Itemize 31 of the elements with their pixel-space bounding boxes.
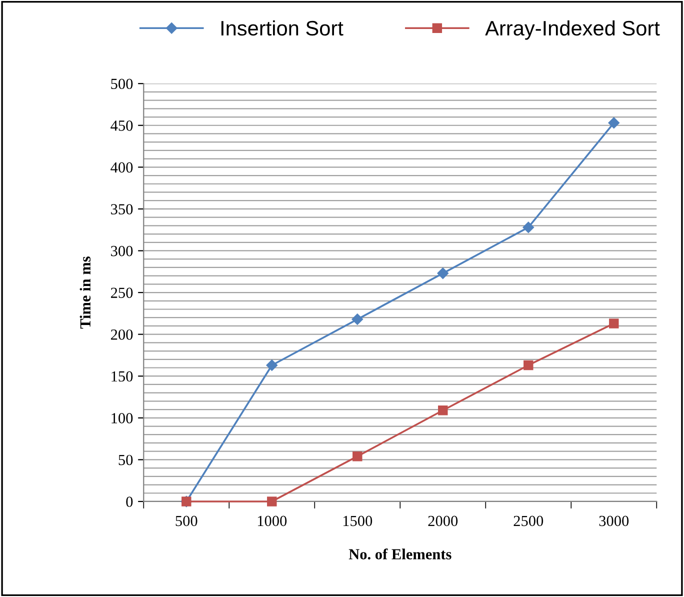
- y-tick-label: 400: [110, 162, 133, 173]
- y-tick-label: 200: [110, 329, 133, 340]
- y-tick-label: 450: [110, 120, 133, 131]
- point: [608, 117, 620, 128]
- y-tick-label: 50: [118, 454, 133, 466]
- x-tick-label: 500: [176, 516, 198, 526]
- y-tick-label: 150: [112, 371, 133, 382]
- x-tick-label: 2000: [428, 516, 458, 526]
- x-tick-label: 2500: [514, 516, 544, 526]
- point: [267, 496, 277, 506]
- y-tick-label: 0: [126, 496, 133, 507]
- y-tick-label: 100: [112, 413, 133, 424]
- y-tick-label: 250: [110, 288, 133, 298]
- x-tick-label: 1000: [258, 516, 287, 526]
- point: [522, 222, 534, 233]
- x-tick-label: 3000: [599, 516, 629, 526]
- legend-label: Array-Indexed Sort: [485, 20, 660, 40]
- point: [352, 314, 363, 325]
- point: [266, 360, 278, 371]
- y-tick-label: 350: [111, 204, 133, 214]
- x-tick-label: 1500: [343, 516, 372, 526]
- point: [524, 360, 534, 370]
- y-tick-label: 500: [111, 78, 133, 90]
- point: [437, 268, 448, 279]
- point: [438, 406, 448, 416]
- legend-label: Insertion Sort: [221, 20, 344, 36]
- x-axis-title: No. of Elements: [348, 548, 452, 560]
- point: [352, 451, 362, 462]
- point: [609, 318, 619, 328]
- y-axis-title: Time in ms: [80, 256, 91, 329]
- y-tick-label: 300: [111, 246, 133, 256]
